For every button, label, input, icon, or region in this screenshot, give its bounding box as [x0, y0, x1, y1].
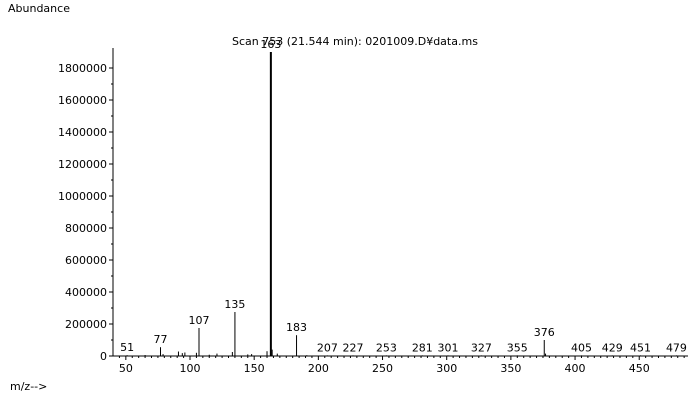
peak-label-429: 429 [602, 341, 623, 354]
peak-label-451: 451 [630, 341, 651, 354]
peak-label-77: 77 [153, 333, 167, 346]
peak-label-301: 301 [437, 341, 458, 354]
peak-label-479: 479 [666, 341, 687, 354]
y-tick-label: 200000 [65, 318, 107, 331]
peak-label-376: 376 [534, 326, 555, 339]
peak-label-405: 405 [571, 341, 592, 354]
peak-label-183: 183 [286, 321, 307, 334]
y-tick-label: 1200000 [58, 158, 107, 171]
y-tick-label: 1000000 [58, 190, 107, 203]
peak-label-163: 163 [260, 38, 281, 51]
x-tick-label: 100 [180, 362, 201, 375]
peak-label-51: 51 [120, 341, 134, 354]
x-tick-label: 150 [244, 362, 265, 375]
axes: 0 200000 400000 600000 800000 1000000 1200000 1… [58, 48, 688, 375]
y-tick-label: 800000 [65, 222, 107, 235]
peak-label-135: 135 [224, 298, 245, 311]
peak-label-281: 281 [412, 341, 433, 354]
chart-title: Scan 753 (21.544 min): 0201009.D¥data.ms [232, 35, 478, 48]
peaks [126, 52, 677, 356]
peak-label-355: 355 [507, 341, 528, 354]
y-tick-label: 1400000 [58, 126, 107, 139]
y-tick-label: 0 [100, 350, 107, 363]
x-axis-label: m/z--> [10, 380, 48, 393]
x-tick-label: 300 [436, 362, 457, 375]
peak-label-327: 327 [471, 341, 492, 354]
peak-label-253: 253 [376, 341, 397, 354]
peak-labels: 51 77 107 135 163 183 207 227 253 281 301 327 355 376… [120, 38, 687, 354]
peak-label-207: 207 [317, 341, 338, 354]
x-tick-label: 450 [629, 362, 650, 375]
x-tick-label: 200 [308, 362, 329, 375]
x-tick-label: 350 [500, 362, 521, 375]
peak-label-227: 227 [343, 341, 364, 354]
y-tick-label: 400000 [65, 286, 107, 299]
y-tick-label: 1600000 [58, 94, 107, 107]
y-axis-label: Abundance [8, 2, 70, 15]
x-tick-label: 50 [119, 362, 133, 375]
y-tick-label: 600000 [65, 254, 107, 267]
x-tick-label: 250 [372, 362, 393, 375]
peak-label-107: 107 [188, 314, 209, 327]
y-tick-label: 1800000 [58, 62, 107, 75]
x-tick-label: 400 [565, 362, 586, 375]
